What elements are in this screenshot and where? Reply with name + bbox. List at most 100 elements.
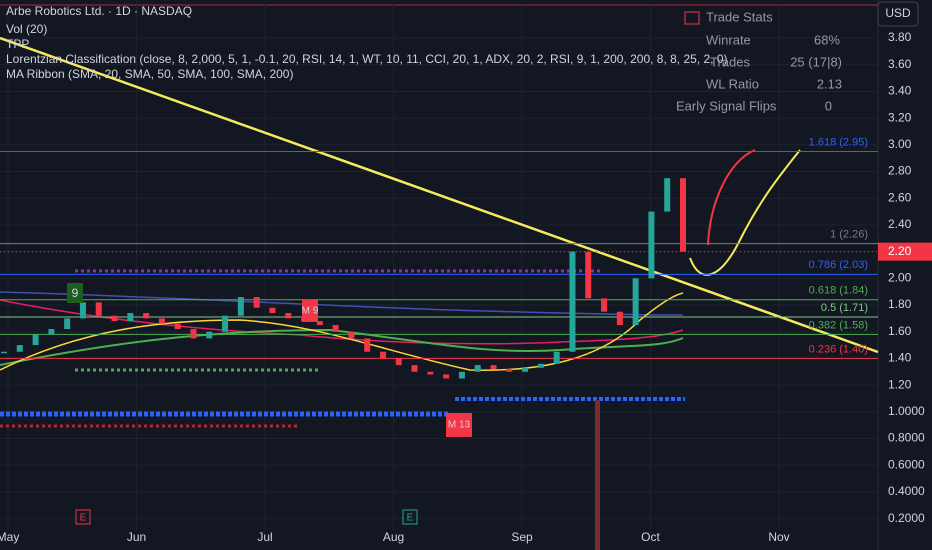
candle: [474, 365, 481, 372]
y-tick-label: 2.60: [888, 190, 912, 204]
candle: [632, 278, 639, 326]
signal: 9: [72, 286, 79, 300]
candle: [680, 178, 686, 252]
earnings[interactable]: E: [80, 513, 87, 524]
candle: [190, 329, 197, 339]
candle: [522, 367, 529, 372]
candle: [174, 323, 181, 330]
candle: [348, 331, 355, 339]
x-tick-label: Aug: [383, 530, 404, 544]
stat-label: Trades: [710, 54, 750, 69]
fib-label: 0.5 (1.71): [821, 302, 868, 314]
y-tick-label: 0.2000: [888, 511, 925, 525]
candle: [443, 374, 450, 379]
candle: [1, 351, 7, 354]
candle: [490, 365, 497, 370]
y-tick-label: 3.60: [888, 57, 912, 71]
stat-value: 0: [825, 98, 832, 113]
candle: [332, 325, 339, 332]
candle: [111, 315, 118, 322]
currency-button[interactable]: USD: [877, 1, 919, 27]
signal-labels: 9 M 9 M 13 E E: [67, 283, 472, 525]
ma-200: [0, 291, 684, 316]
signal-box: [67, 283, 83, 303]
stats-icon: [684, 11, 700, 25]
fib-label: 1.618 (2.95): [809, 136, 868, 148]
candle: [585, 251, 592, 299]
candle: [222, 315, 229, 332]
indicator: MA Ribbon (SMA, 20, SMA, 50, SMA, 100, S…: [6, 67, 293, 81]
candle: [316, 321, 323, 326]
y-tick-label: 1.20: [888, 377, 912, 391]
ma-50: [0, 328, 684, 366]
candle: [285, 313, 292, 319]
last-price-tag: [878, 242, 932, 261]
candle: [601, 298, 608, 312]
candle: [395, 358, 402, 366]
candle: [127, 313, 134, 322]
fib-label: 0.236 (1.40): [809, 343, 868, 355]
fib-label: 0.618 (1.84): [809, 285, 868, 297]
fib-label: 0.382 (1.58): [809, 319, 868, 331]
candle: [648, 211, 655, 279]
y-tick-label: 1.40: [888, 351, 912, 365]
signal: M 13: [448, 420, 471, 431]
y-tick-label: 3.00: [888, 137, 912, 151]
candle: [537, 363, 544, 368]
candle: [79, 302, 86, 319]
earnings-box[interactable]: [75, 509, 91, 525]
header: Arbe Robotics Ltd. · 1D · NASDAQ Vol (20…: [6, 4, 728, 81]
x-tick-label: Jul: [257, 530, 272, 544]
candle: [95, 302, 102, 316]
candle: [616, 311, 623, 326]
fib-label: 1 (2.26): [830, 229, 868, 241]
y-tick-label: 1.60: [888, 324, 912, 338]
currency-box[interactable]: [877, 1, 919, 27]
indicator: Lorentzian Classification (close, 8, 2,0…: [6, 52, 728, 66]
candle: [553, 351, 560, 364]
last-price: 2.20: [888, 244, 912, 258]
candle: [158, 318, 165, 324]
candle: [411, 365, 418, 372]
volume-spike: [595, 400, 600, 550]
y-tick-label: 0.6000: [888, 457, 925, 471]
earnings[interactable]: E: [407, 513, 414, 524]
signal-box: [446, 413, 472, 437]
stat-value: 68%: [814, 32, 840, 47]
y-tick-label: 2.40: [888, 217, 912, 231]
x-tick-label: Nov: [768, 530, 789, 544]
y-tick-label: 1.80: [888, 297, 912, 311]
y-tick-label: 1.0000: [888, 404, 925, 418]
candle: [379, 351, 386, 359]
earnings-box[interactable]: [402, 509, 418, 525]
y-tick-label: 0.8000: [888, 431, 925, 445]
stat-label: WL Ratio: [706, 76, 759, 91]
candle: [427, 371, 434, 375]
plot: [0, 36, 879, 550]
x-tick-label: May: [0, 530, 19, 544]
candle: [143, 313, 150, 319]
candle: [16, 345, 23, 352]
currency[interactable]: USD: [885, 6, 911, 20]
candle: [48, 329, 55, 335]
candle: [32, 334, 39, 346]
stats-title: Trade Stats: [706, 9, 773, 24]
y-tick-label: 2.80: [888, 164, 912, 178]
projection-alt: [707, 149, 756, 246]
candle: [237, 297, 244, 316]
trade-stats: Trade Stats Winrate 68% Trades 25 (17|8)…: [676, 9, 842, 113]
stat-value: 2.13: [817, 76, 842, 91]
candle: [506, 369, 513, 372]
signal: M 9: [302, 306, 319, 317]
candle: [253, 297, 260, 308]
x-tick-label: Jun: [127, 530, 146, 544]
y-tick-label: 2.00: [888, 271, 912, 285]
y-tick-label: 3.40: [888, 84, 912, 98]
projection-up: [689, 149, 801, 276]
fib-label: 0.786 (2.03): [809, 259, 868, 271]
stat-label: Early Signal Flips: [676, 98, 777, 113]
ma-20: [0, 292, 684, 371]
